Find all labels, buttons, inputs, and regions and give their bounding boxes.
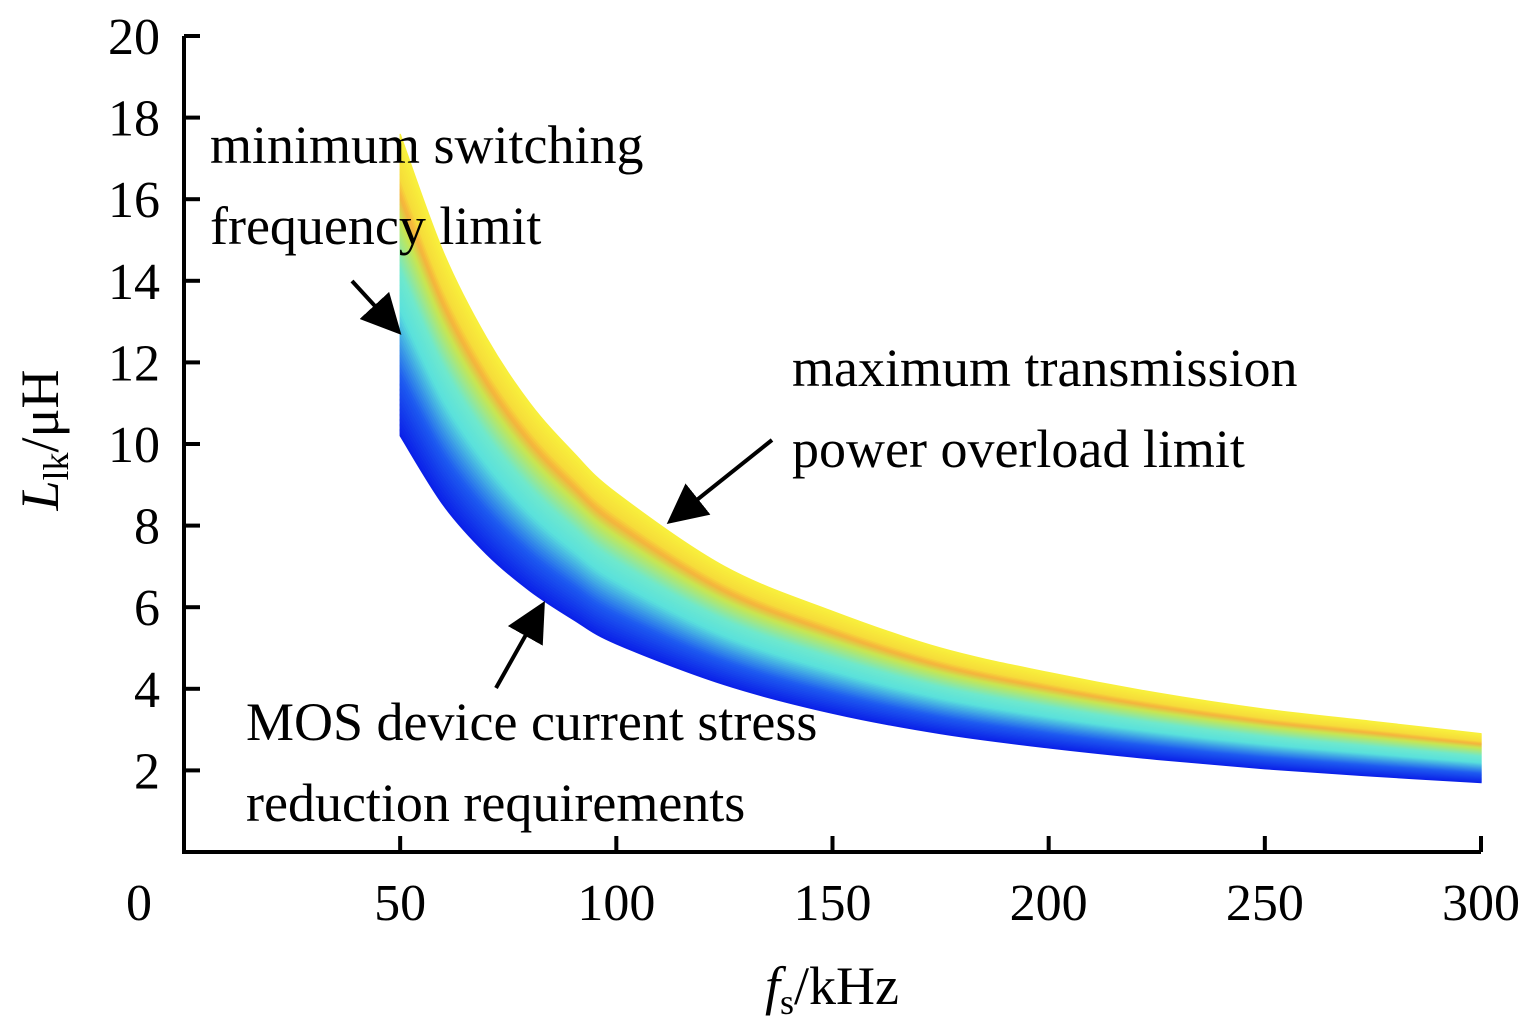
arrow-mos-stress	[494, 601, 545, 689]
x-axis-title-sub: s	[780, 982, 794, 1022]
y-tick-label: 16	[108, 172, 160, 229]
x-tick-label: 250	[1226, 875, 1304, 932]
arrow-max-power	[666, 438, 774, 524]
annotation-min-switching: minimum switching frequency limit	[210, 115, 657, 256]
y-tick-label: 12	[108, 335, 160, 392]
y-tick-label: 18	[108, 91, 160, 148]
y-tick-label: 4	[134, 662, 160, 719]
band-strip	[399, 133, 1482, 736]
annotations: minimum switching frequency limit maximu…	[210, 115, 1311, 833]
x-tick-label: 50	[374, 875, 426, 932]
y-tick-label: 2	[134, 743, 160, 800]
annotation-max-power-line-1: maximum transmission	[792, 338, 1298, 398]
y-tick-label: 14	[108, 254, 160, 311]
axes	[182, 34, 1483, 854]
y-axis-title-sub: lk	[36, 452, 76, 480]
x-axis-title: fs/kHz	[765, 956, 899, 1022]
y-axis-title: Llk/μH	[10, 369, 76, 511]
x-tick-label: 200	[1010, 875, 1088, 932]
x-tick-label: 0	[126, 875, 152, 932]
x-tick-label: 150	[794, 875, 872, 932]
y-axis-title-main: L	[10, 480, 70, 511]
x-axis-title-unit: /kHz	[794, 956, 899, 1016]
annotation-min-switching-line-1: minimum switching	[210, 115, 644, 175]
x-tick-label: 300	[1442, 875, 1520, 932]
feasible-region-band	[399, 133, 1482, 784]
y-axis-title-unit: /μH	[10, 369, 70, 452]
y-tick-label: 6	[134, 580, 160, 637]
x-tick-label: 100	[577, 875, 655, 932]
arrow-min-switching	[350, 279, 402, 335]
annotation-max-power-line-2: power overload limit	[792, 419, 1245, 479]
annotation-mos-stress-line-2: reduction requirements	[246, 773, 745, 833]
annotation-mos-stress-line-1: MOS device current stress	[246, 692, 817, 752]
annotation-max-power: maximum transmission power overload limi…	[792, 338, 1311, 479]
annotation-mos-stress: MOS device current stress reduction requ…	[246, 692, 831, 833]
y-tick-label: 10	[108, 417, 160, 474]
y-tick-label: 8	[134, 499, 160, 556]
y-tick-label: 20	[108, 9, 160, 66]
annotation-min-switching-line-2: frequency limit	[210, 196, 541, 256]
